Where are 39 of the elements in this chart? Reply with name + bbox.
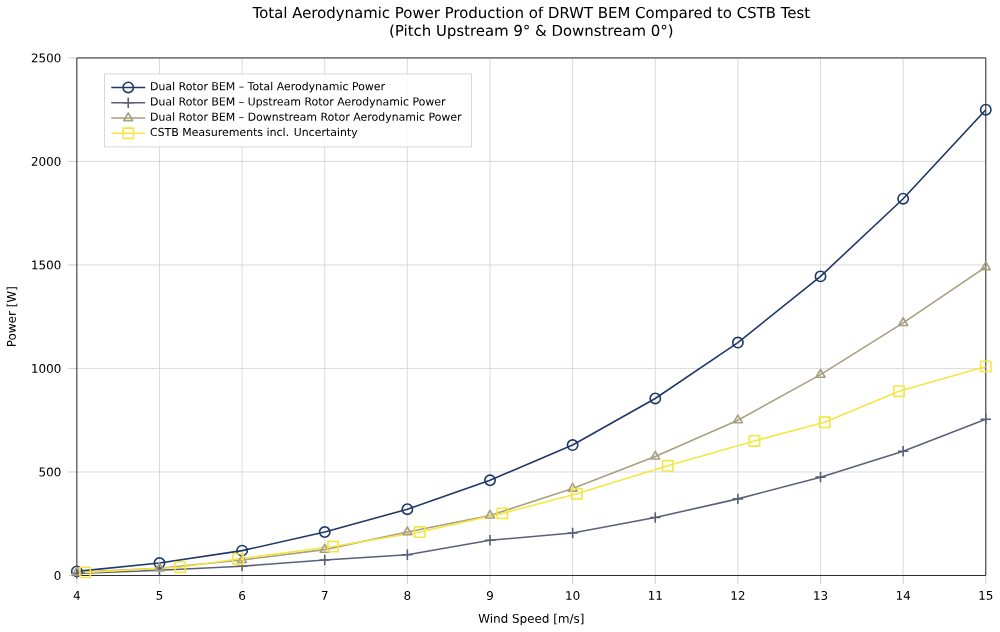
point (566, 439, 579, 452)
point (401, 503, 414, 516)
point (484, 509, 496, 519)
point (402, 526, 413, 536)
point (327, 540, 339, 553)
point (814, 270, 827, 283)
point (893, 385, 905, 398)
point (79, 566, 92, 579)
point (236, 544, 249, 557)
point (814, 471, 827, 484)
point (153, 557, 166, 570)
point (649, 450, 661, 460)
point (319, 543, 331, 554)
point (566, 527, 579, 540)
point (815, 368, 826, 379)
point (732, 414, 744, 424)
point (413, 526, 426, 539)
point (318, 526, 331, 539)
point (661, 459, 674, 472)
point (318, 554, 331, 566)
point (748, 435, 761, 447)
point (154, 562, 165, 572)
point (496, 507, 509, 520)
point (649, 392, 662, 405)
point (897, 317, 909, 327)
point (484, 474, 496, 487)
point (818, 416, 831, 429)
point (570, 487, 583, 500)
point (484, 534, 496, 547)
point (174, 561, 187, 574)
point (401, 548, 414, 561)
point (979, 360, 992, 373)
point (236, 560, 249, 573)
point (649, 511, 662, 524)
point (567, 482, 578, 492)
point (731, 492, 744, 505)
point (897, 192, 910, 205)
point (897, 445, 910, 458)
point (731, 336, 744, 349)
